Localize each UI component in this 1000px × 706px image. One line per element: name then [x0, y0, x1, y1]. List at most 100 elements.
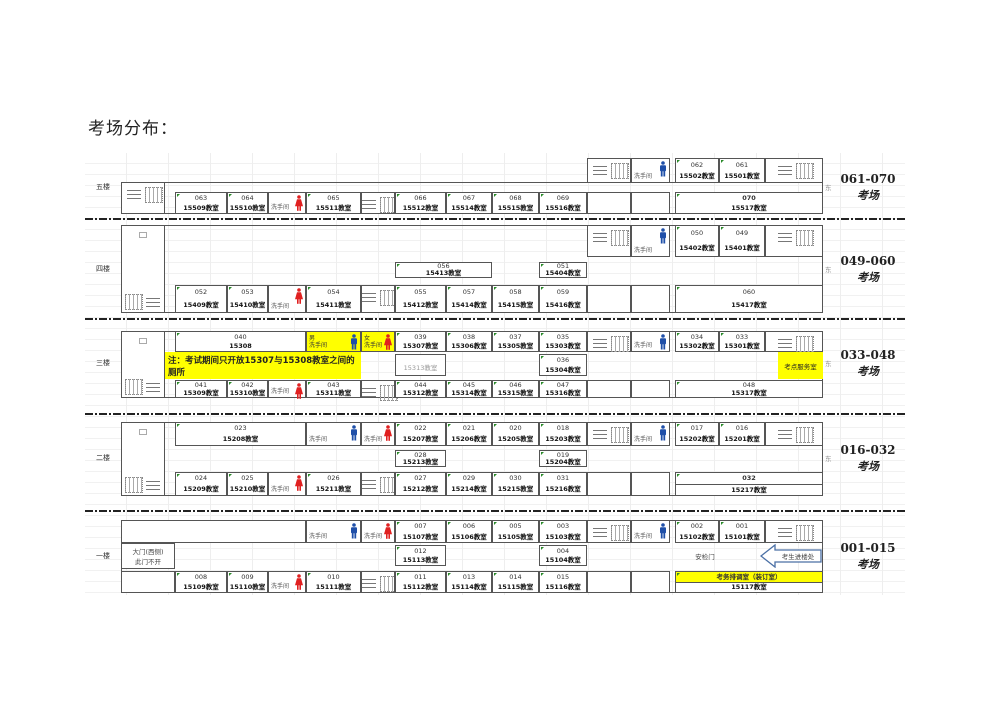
classroom-15110教室[interactable]: 009 15110教室 — [227, 571, 268, 593]
classroom-15216教室[interactable]: 031 15216教室 — [539, 472, 587, 496]
classroom-15515教室[interactable]: 068 15515教室 — [492, 192, 539, 214]
exam-service-room[interactable]: 考点服务室 — [778, 352, 823, 379]
classroom-15113教室[interactable]: 012 15113教室 — [395, 545, 446, 566]
classroom-15412教室[interactable]: 055 15412教室 — [395, 285, 446, 313]
classroom-15114教室[interactable]: 013 15114教室 — [446, 571, 492, 593]
stairs[interactable] — [587, 225, 631, 257]
classroom-15102教室[interactable]: 002 15102教室 — [675, 520, 719, 543]
stairs[interactable] — [361, 285, 398, 313]
stairs[interactable] — [587, 422, 631, 446]
classroom-15516教室[interactable]: 069 15516教室 — [539, 192, 587, 214]
washroom-male[interactable]: 洗手间 — [631, 520, 670, 543]
classroom-15201教室[interactable]: 016 15201教室 — [719, 422, 765, 446]
classroom-15217教室[interactable]: 032 15217教室 — [675, 472, 823, 496]
stairs[interactable] — [765, 422, 823, 446]
classroom-15514教室[interactable]: 067 15514教室 — [446, 192, 492, 214]
classroom-15202教室[interactable]: 017 15202教室 — [675, 422, 719, 446]
classroom-15401教室[interactable]: 049 15401教室 — [719, 225, 765, 257]
classroom-15206教室[interactable]: 021 15206教室 — [446, 422, 492, 446]
classroom-15115教室[interactable]: 014 15115教室 — [492, 571, 539, 593]
classroom-15417教室[interactable]: 060 15417教室 — [675, 285, 823, 313]
stairs[interactable] — [361, 380, 398, 401]
classroom-15315教室[interactable]: 046 15315教室 — [492, 380, 539, 398]
washroom-male[interactable]: 洗手间 — [631, 225, 670, 257]
classroom-15311教室[interactable]: 043 15311教室 — [306, 380, 361, 398]
classroom-15309教室[interactable]: 041 15309教室 — [175, 380, 227, 398]
classroom-15301教室[interactable]: 033 15301教室 — [719, 331, 765, 352]
stairs[interactable] — [121, 331, 165, 398]
washroom-male[interactable]: 男洗手间 — [306, 331, 361, 352]
classroom-15204教室[interactable]: 019 15204教室 — [539, 450, 587, 467]
stairs[interactable] — [361, 472, 398, 496]
stairs[interactable] — [587, 520, 631, 543]
classroom-15116教室[interactable]: 015 15116教室 — [539, 571, 587, 593]
stairs[interactable] — [765, 331, 823, 352]
classroom-15310教室[interactable]: 042 15310教室 — [227, 380, 268, 398]
classroom-15308[interactable]: 040 15308 — [175, 331, 306, 352]
classroom-15409教室[interactable]: 052 15409教室 — [175, 285, 227, 313]
classroom-15105教室[interactable]: 005 15105教室 — [492, 520, 539, 543]
classroom-15209教室[interactable]: 024 15209教室 — [175, 472, 227, 496]
classroom-15410教室[interactable]: 053 15410教室 — [227, 285, 268, 313]
classroom-15107教室[interactable]: 007 15107教室 — [395, 520, 446, 543]
classroom-15510教室[interactable]: 064 15510教室 — [227, 192, 268, 214]
classroom-15112教室[interactable]: 011 15112教室 — [395, 571, 446, 593]
classroom-15208教室[interactable]: 023 15208教室 — [175, 422, 306, 446]
classroom-15212教室[interactable]: 027 15212教室 — [395, 472, 446, 496]
classroom-15413教室[interactable]: 056 15413教室 — [395, 262, 492, 278]
stairs[interactable] — [765, 225, 823, 257]
classroom-15414教室[interactable]: 057 15414教室 — [446, 285, 492, 313]
washroom-female[interactable]: 洗手间 — [361, 422, 395, 446]
stairs[interactable] — [121, 225, 165, 313]
classroom-15404教室[interactable]: 051 15404教室 — [539, 262, 587, 278]
washroom-male[interactable]: 洗手间 — [306, 422, 361, 446]
classroom-15316教室[interactable]: 047 15316教室 — [539, 380, 587, 398]
stairs[interactable] — [765, 158, 823, 183]
classroom-15104教室[interactable]: 004 15104教室 — [539, 545, 587, 566]
washroom-female[interactable]: 洗手间 — [268, 285, 306, 313]
classroom-15103教室[interactable]: 003 15103教室 — [539, 520, 587, 543]
washroom-female[interactable]: 洗手间 — [361, 520, 395, 543]
classroom-15302教室[interactable]: 034 15302教室 — [675, 331, 719, 352]
classroom-15402教室[interactable]: 050 15402教室 — [675, 225, 719, 257]
classroom-15106教室[interactable]: 006 15106教室 — [446, 520, 492, 543]
classroom-15210教室[interactable]: 025 15210教室 — [227, 472, 268, 496]
classroom-15415教室[interactable]: 058 15415教室 — [492, 285, 539, 313]
classroom-15501教室[interactable]: 061 15501教室 — [719, 158, 765, 183]
washroom-male[interactable]: 洗手间 — [631, 331, 670, 352]
classroom-15205教室[interactable]: 020 15205教室 — [492, 422, 539, 446]
stairs[interactable] — [361, 192, 398, 214]
classroom-15317教室[interactable]: 048 15317教室 — [675, 380, 823, 398]
classroom-15303教室[interactable]: 035 15303教室 — [539, 331, 587, 352]
classroom-15203教室[interactable]: 018 15203教室 — [539, 422, 587, 446]
washroom-male[interactable]: 洗手间 — [631, 422, 670, 446]
classroom-15111教室[interactable]: 010 15111教室 — [306, 571, 361, 593]
classroom-15509教室[interactable]: 063 15509教室 — [175, 192, 227, 214]
washroom-male[interactable]: 洗手间 — [631, 158, 670, 183]
washroom-female[interactable]: 洗手间 — [268, 192, 306, 214]
classroom-15511教室[interactable]: 065 15511教室 — [306, 192, 361, 214]
classroom-15307教室[interactable]: 039 15307教室 — [395, 331, 446, 352]
classroom-15304教室[interactable]: 036 15304教室 — [539, 354, 587, 376]
classroom-15314教室[interactable]: 045 15314教室 — [446, 380, 492, 398]
washroom-female[interactable]: 洗手间 — [268, 571, 306, 593]
classroom-15416教室[interactable]: 059 15416教室 — [539, 285, 587, 313]
classroom-15313教室[interactable]: 15313教室 — [395, 354, 446, 376]
washroom-male[interactable]: 洗手间 — [306, 520, 361, 543]
stairs[interactable] — [765, 520, 823, 543]
stairs[interactable] — [361, 571, 398, 593]
classroom-15306教室[interactable]: 038 15306教室 — [446, 331, 492, 352]
classroom-15305教室[interactable]: 037 15305教室 — [492, 331, 539, 352]
classroom-15502教室[interactable]: 062 15502教室 — [675, 158, 719, 183]
classroom-15101教室[interactable]: 001 15101教室 — [719, 520, 765, 543]
classroom-15411教室[interactable]: 054 15411教室 — [306, 285, 361, 313]
classroom-15211教室[interactable]: 026 15211教室 — [306, 472, 361, 496]
stairs[interactable] — [587, 331, 631, 352]
stairs[interactable] — [121, 182, 165, 214]
classroom-15109教室[interactable]: 008 15109教室 — [175, 571, 227, 593]
stairs[interactable] — [121, 422, 165, 496]
classroom-15517教室[interactable]: 070 15517教室 — [675, 192, 823, 214]
classroom-15312教室[interactable]: 044 15312教室 — [395, 380, 446, 398]
classroom-15215教室[interactable]: 030 15215教室 — [492, 472, 539, 496]
classroom-15512教室[interactable]: 066 15512教室 — [395, 192, 446, 214]
